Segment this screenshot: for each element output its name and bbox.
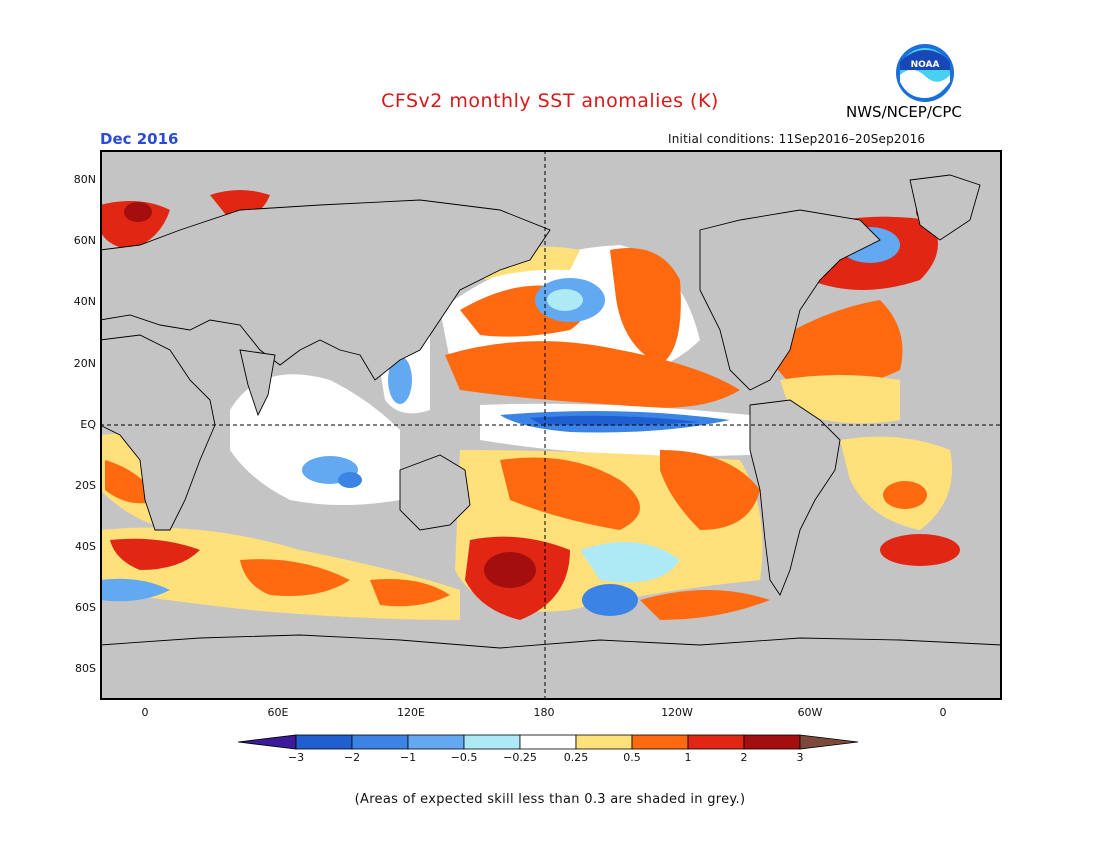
legend-label: 0.5 xyxy=(623,751,641,764)
south-america-outline xyxy=(749,399,841,596)
anomaly-layer xyxy=(100,190,960,620)
noaa-logo-icon: NOAA xyxy=(896,44,954,102)
legend-label: 1 xyxy=(684,751,692,764)
lat-tick-label: EQ xyxy=(80,418,96,431)
greenland-outline xyxy=(909,174,981,241)
lat-tick-label: 40S xyxy=(75,540,96,553)
lat-tick-label: 60S xyxy=(75,601,96,614)
legend-label: −3 xyxy=(287,751,305,764)
lon-tick-label: 120E xyxy=(397,706,425,719)
north-america-outline xyxy=(699,209,881,391)
legend-label: −2 xyxy=(343,751,361,764)
legend-swatch xyxy=(407,734,465,750)
legend-swatch xyxy=(295,734,353,750)
initial-conditions: Initial conditions: 11Sep2016–20Sep2016 xyxy=(668,132,926,146)
legend-label: −1 xyxy=(399,751,417,764)
lon-tick-label: 0 xyxy=(141,706,149,719)
lon-tick-label: 180 xyxy=(533,706,555,719)
lon-tick-label: 60E xyxy=(267,706,289,719)
legend-swatch xyxy=(238,734,297,750)
africa-outline xyxy=(100,334,216,531)
lat-tick-label: 20S xyxy=(75,479,96,492)
logo-text: NOAA xyxy=(911,60,940,70)
legend-swatch xyxy=(799,734,859,750)
legend-label: −0.25 xyxy=(503,751,537,764)
chart-title: CFSv2 monthly SST anomalies (K) xyxy=(381,90,719,112)
antarctica-outline xyxy=(100,634,1002,700)
legend-swatch xyxy=(519,734,577,750)
skill-note: (Areas of expected skill less than 0.3 a… xyxy=(354,792,746,807)
india-outline xyxy=(239,349,276,417)
legend-swatch xyxy=(351,734,409,750)
color-legend xyxy=(238,734,859,750)
lat-tick-label: 60N xyxy=(73,234,96,247)
legend-swatch xyxy=(687,734,745,750)
lon-tick-label: 60W xyxy=(797,706,823,719)
sst-anomaly-map xyxy=(100,150,1002,700)
legend-swatch xyxy=(631,734,689,750)
legend-label: 3 xyxy=(796,751,804,764)
lon-tick-label: 0 xyxy=(939,706,947,719)
map-frame xyxy=(100,150,1002,700)
forecast-month: Dec 2016 xyxy=(100,130,179,148)
lat-tick-label: 80N xyxy=(73,173,96,186)
legend-swatch xyxy=(575,734,633,750)
legend-label: 0.25 xyxy=(563,751,589,764)
legend-label: −0.5 xyxy=(450,751,478,764)
eurasia-outline xyxy=(100,199,551,381)
legend-swatch xyxy=(463,734,521,750)
lat-tick-label: 80S xyxy=(75,662,96,675)
lat-tick-label: 40N xyxy=(73,295,96,308)
legend-label: 2 xyxy=(740,751,748,764)
legend-swatch xyxy=(743,734,801,750)
agency-label: NWS/NCEP/CPC xyxy=(846,103,962,121)
lat-tick-label: 20N xyxy=(73,357,96,370)
australia-outline xyxy=(399,454,471,531)
landmass-layer xyxy=(100,174,1002,700)
lon-tick-label: 120W xyxy=(661,706,693,719)
